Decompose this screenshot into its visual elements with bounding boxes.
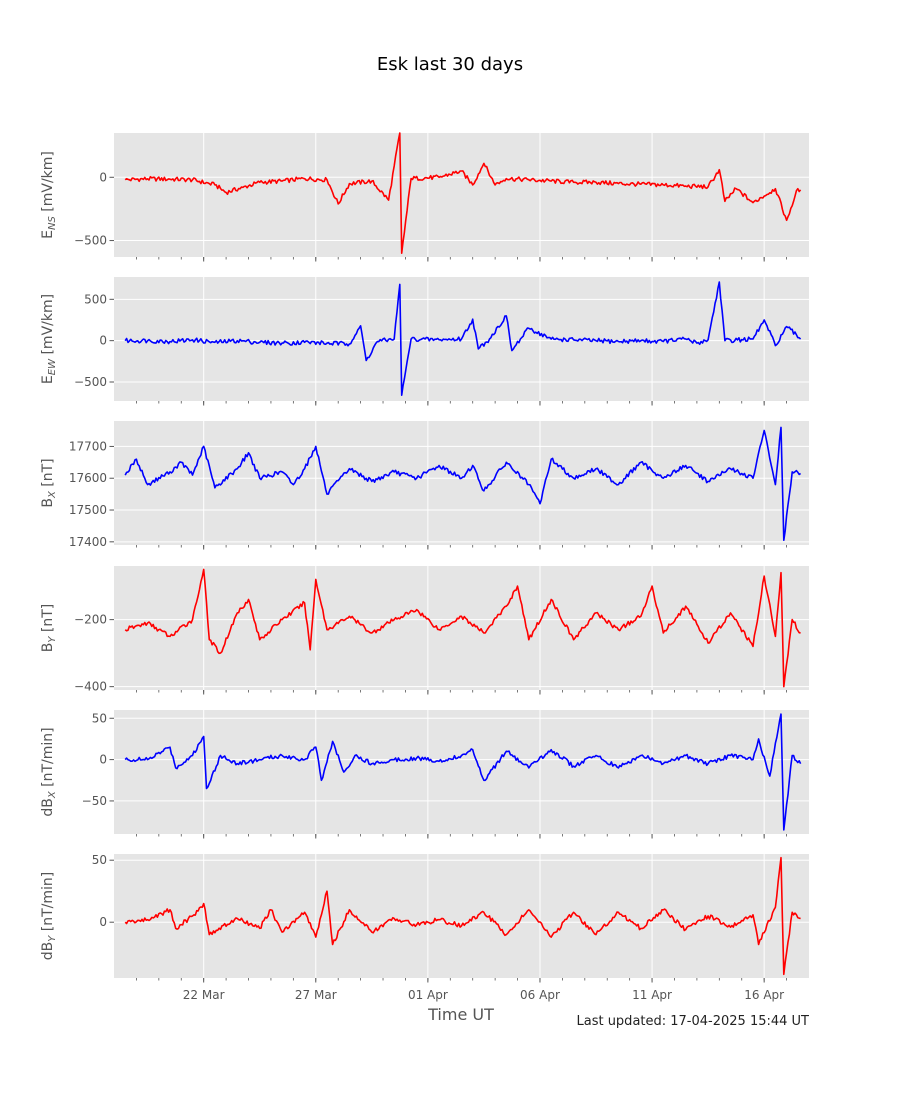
y-tick-label: 0 (99, 170, 107, 184)
plot-area (114, 710, 809, 834)
x-tick-label: 27 Mar (295, 988, 337, 1002)
series-line (124, 568, 801, 688)
y-tick-label: −500 (74, 375, 107, 389)
x-tick-label: 06 Apr (520, 988, 560, 1002)
y-tick-label: 17500 (69, 503, 107, 517)
y-tick-label: 17600 (69, 471, 107, 485)
y-axis-label: dBX [nT/min] (40, 727, 58, 816)
series-line (124, 132, 802, 254)
panel-3: 17700 17600 17500 17400 BX [nT] (40, 421, 809, 550)
series-line (124, 281, 802, 396)
series-line (124, 713, 802, 831)
y-tick-label: −200 (74, 613, 107, 627)
y-axis-label: EEW [mV/km] (40, 294, 58, 384)
x-tick-label: 01 Apr (408, 988, 448, 1002)
plot-area (114, 566, 809, 690)
x-tick-label: 11 Apr (632, 988, 672, 1002)
panel-6: 50 0 dBY [nT/min] 22 Mar 27 Mar 01 Apr 06 Apr 1… (40, 853, 809, 1002)
y-tick-label: −500 (74, 234, 107, 248)
last-updated: Last updated: 17-04-2025 15:44 UT (576, 1014, 809, 1029)
chart-title: Esk last 30 days (377, 54, 523, 75)
y-tick-label: 17700 (69, 439, 107, 453)
y-tick-label: 0 (99, 753, 107, 767)
y-tick-label: 500 (84, 292, 107, 306)
y-axis-label: dBY [nT/min] (40, 872, 58, 961)
series-line (124, 426, 802, 541)
panel-4: −200 −400 BY [nT] (40, 566, 809, 695)
y-axis-label: BY [nT] (40, 604, 58, 653)
y-tick-label: 17400 (69, 535, 107, 549)
y-axis-label: BX [nT] (40, 458, 58, 507)
panel-1: 0 −500 ENS [mV/km] (40, 132, 809, 262)
x-tick-label: 16 Apr (744, 988, 784, 1002)
x-axis-label: Time UT (427, 1005, 494, 1024)
y-tick-label: −50 (82, 794, 107, 808)
y-tick-label: 0 (99, 334, 107, 348)
plot-area (114, 133, 809, 257)
y-tick-label: 50 (92, 711, 107, 725)
y-axis-label: ENS [mV/km] (40, 151, 58, 239)
x-tick-label: 22 Mar (183, 988, 225, 1002)
y-tick-label: 0 (99, 915, 107, 929)
plot-area (114, 854, 809, 978)
series-line (124, 856, 801, 976)
y-tick-label: −400 (74, 680, 107, 694)
y-tick-label: 50 (92, 853, 107, 867)
panel-5: 50 0 −50 dBX [nT/min] (40, 710, 809, 839)
plot-area (114, 421, 809, 545)
panel-2: 500 0 −500 EEW [mV/km] (40, 277, 809, 406)
